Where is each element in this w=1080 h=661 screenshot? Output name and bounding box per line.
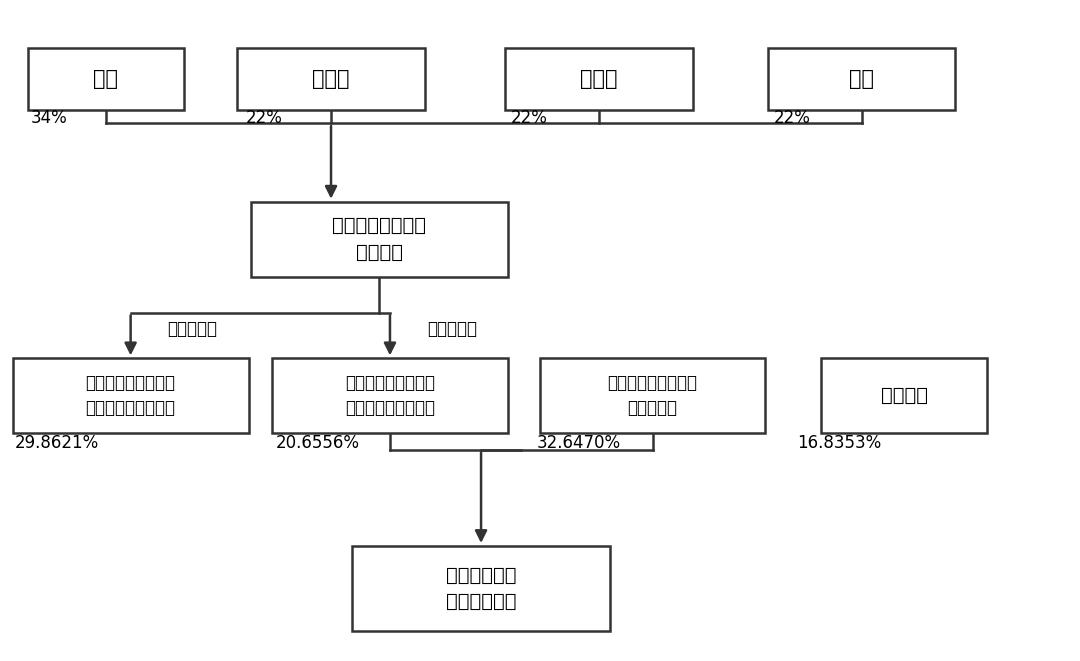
Text: 其他股东: 其他股东 — [881, 386, 928, 405]
Text: 32.6470%: 32.6470% — [537, 434, 621, 451]
Text: 杭州云铂投资咨询
有限公司: 杭州云铂投资咨询 有限公司 — [333, 216, 427, 262]
Text: 马云: 马云 — [94, 69, 119, 89]
Text: 20.6556%: 20.6556% — [275, 434, 360, 451]
Text: 蚂蚁科技集团
股份有限公司: 蚂蚁科技集团 股份有限公司 — [446, 566, 516, 611]
Text: 16.8353%: 16.8353% — [797, 434, 881, 451]
Bar — [821, 358, 987, 434]
Text: 胡晓明: 胡晓明 — [580, 69, 618, 89]
Text: 井贤栋: 井贤栋 — [312, 69, 350, 89]
Text: 杭州君澳股权投资合
伙企业（有限合伙）: 杭州君澳股权投资合 伙企业（有限合伙） — [345, 374, 435, 417]
Text: 普通合伙人: 普通合伙人 — [166, 321, 217, 338]
Text: 22%: 22% — [245, 108, 282, 127]
Bar — [352, 546, 609, 631]
Bar — [540, 358, 765, 434]
Bar — [768, 48, 956, 110]
Text: 22%: 22% — [773, 108, 810, 127]
Bar — [272, 358, 508, 434]
Bar — [505, 48, 692, 110]
Text: 杭州君瀚股权投资合
伙企业（有限合伙）: 杭州君瀚股权投资合 伙企业（有限合伙） — [85, 374, 176, 417]
Text: 29.8621%: 29.8621% — [15, 434, 99, 451]
Text: 蒋芳: 蒋芳 — [849, 69, 874, 89]
Text: 普通合伙人: 普通合伙人 — [427, 321, 477, 338]
Text: 34%: 34% — [31, 108, 68, 127]
Bar — [251, 202, 508, 277]
Bar — [28, 48, 184, 110]
Text: 22%: 22% — [511, 108, 548, 127]
Text: 杭州阿里巴巴网络科
技有限公司: 杭州阿里巴巴网络科 技有限公司 — [608, 374, 698, 417]
Bar — [13, 358, 248, 434]
Bar — [238, 48, 424, 110]
